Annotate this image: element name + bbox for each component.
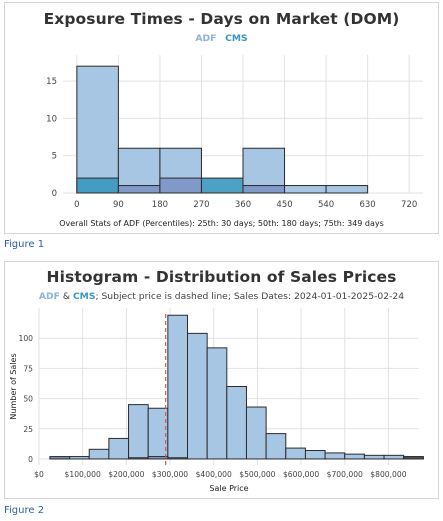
y-tick-label: 0 [28,455,33,464]
adf-bar [284,185,327,194]
figure-2-label: Figure 2 [4,505,45,516]
x-axis-label: Sale Price [209,484,248,493]
cms-bar [49,456,71,460]
legend-cms: CMS [225,33,248,44]
adf-bar [88,448,110,460]
adf-bar [325,185,369,194]
x-tick-label: $0 [34,470,44,479]
adf-bar [187,332,208,460]
x-tick-label: 450 [276,200,292,210]
y-tick-label: 10 [46,114,57,124]
y-tick-label: 50 [23,395,33,404]
legend-cms-2: CMS [72,291,96,302]
adf-bar [383,454,405,460]
x-tick-label: 0 [74,200,79,210]
chart-1-plot: 0 5 10 15 0 90 180 270 360 450 540 630 720 [46,55,423,210]
adf-bar [76,65,119,194]
x-tick-label: 720 [401,200,417,210]
x-tick-label: $400,000 [196,470,232,479]
subtitle-and: & [59,291,73,302]
adf-bar [245,406,267,460]
cms-bar [117,185,161,194]
x-tick-label: 630 [359,200,375,210]
cms-bar [403,457,424,460]
chart-1-legend: ADF CMS [5,33,438,44]
y-tick-label: 5 [52,152,57,162]
adf-bar [226,386,247,460]
cms-bar [76,177,119,194]
chart-1-stats: Overall Stats of ADF (Percentiles): 25th… [59,219,384,228]
adf-bar [69,456,90,460]
x-tick-label: 90 [113,200,124,210]
adf-bar [344,453,365,460]
x-tick-label: $100,000 [65,470,101,479]
adf-bar [128,404,149,460]
adf-bar [167,314,189,460]
figure-1-panel: Exposure Times - Days on Market (DOM) AD… [4,2,439,234]
cms-bar [147,456,169,460]
x-tick-label: $500,000 [239,470,275,479]
cms-bar [167,457,189,460]
adf-bar [363,454,385,460]
x-tick-label: 180 [152,200,168,210]
legend-adf-2: ADF [38,291,60,302]
figure-1-label: Figure 1 [4,239,45,250]
adf-bar [304,450,326,460]
y-tick-label: 0 [52,189,57,199]
adf-bar [324,452,346,460]
adf-bar [147,407,169,460]
chart-1-title: Exposure Times - Days on Market (DOM) [43,10,400,28]
adf-bar [265,433,287,460]
x-tick-label: $800,000 [370,470,406,479]
cms-bar [128,457,149,460]
x-tick-label: 540 [318,200,334,210]
chart-2-subtitle: ADF & CMS; Subject price is dashed line;… [5,291,438,302]
cms-bar [200,177,244,194]
chart-2-plot: 0 25 50 75 100 $0 $100,000 $200,000 $300,000 $400… [9,308,424,493]
legend-adf: ADF [195,33,217,44]
y-tick-label: 100 [19,334,34,343]
adf-bar [206,347,228,460]
cms-bar [159,177,202,194]
y-tick-label: 25 [23,425,33,434]
x-tick-label: 360 [235,200,251,210]
x-tick-label: $300,000 [152,470,188,479]
adf-bar [285,447,306,460]
x-tick-label: $700,000 [327,470,363,479]
adf-bar [108,437,130,460]
y-axis-label: Number of Sales [9,353,18,419]
cms-bar [242,185,286,194]
x-tick-label: 270 [193,200,209,210]
y-tick-label: 15 [46,77,57,87]
x-tick-label: $600,000 [283,470,319,479]
y-tick-label: 75 [23,364,33,373]
chart-2-title: Histogram - Distribution of Sales Prices [46,268,397,286]
figure-2-panel: Histogram - Distribution of Sales Prices… [4,261,439,499]
subtitle-text: ; Subject price is dashed line; Sales Da… [95,291,405,302]
x-tick-label: $200,000 [108,470,144,479]
